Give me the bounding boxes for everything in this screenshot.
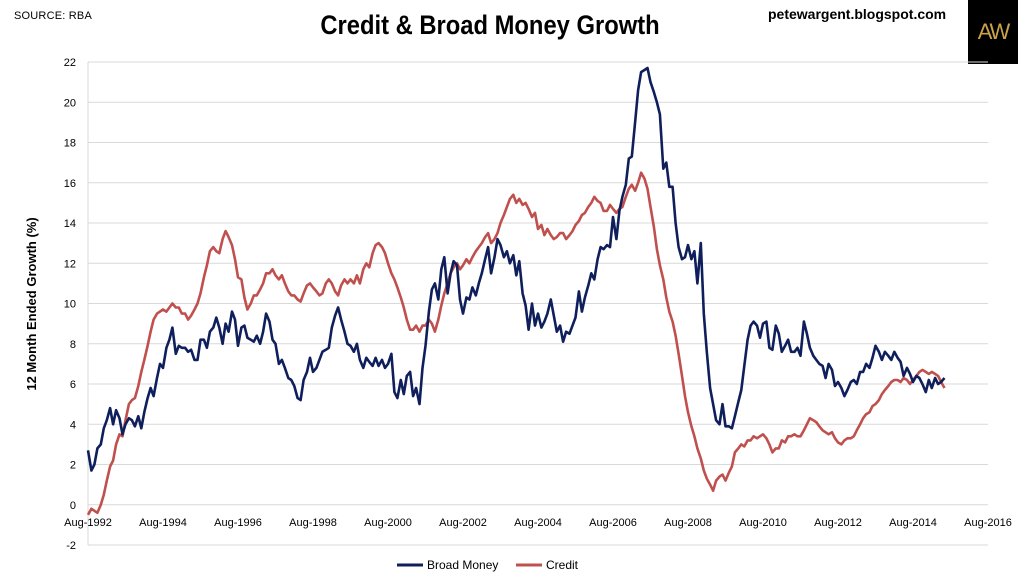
x-tick-label: Aug-2000 [364,517,412,529]
x-tick-label: Aug-1992 [64,517,112,529]
y-tick-label: 18 [64,138,76,150]
y-tick-label: 8 [70,339,76,351]
logo-text: AW [977,19,1011,44]
y-axis-label: 12 Month Ended Growth (%) [24,217,39,390]
y-tick-label: 4 [70,419,76,431]
y-tick-label: 16 [64,178,76,190]
y-tick-label: 0 [70,500,76,512]
x-tick-label: Aug-2008 [664,517,712,529]
y-tick-label: 22 [64,57,76,69]
y-tick-label: 2 [70,460,76,472]
x-tick-label: Aug-1996 [214,517,262,529]
series-lines [86,66,946,516]
legend: Broad Money Credit [397,558,579,572]
y-tick-label: 10 [64,299,76,311]
legend-label-broad-money: Broad Money [427,558,498,572]
y-tick-label: 20 [64,97,76,109]
x-tick-label: Aug-2004 [514,517,562,529]
blog-url[interactable]: petewargent.blogspot.com [768,6,947,22]
y-tick-label: 12 [64,258,76,270]
x-tick-label: Aug-2010 [739,517,787,529]
x-tick-labels: Aug-1992 Aug-1994 Aug-1996 Aug-1998 Aug-2000… [64,517,1012,529]
brand-logo: AW [968,0,1018,64]
x-tick-label: Aug-2002 [439,517,487,529]
series-line-credit [86,171,946,516]
x-tick-label: Aug-2014 [889,517,937,529]
y-tick-label: 14 [64,218,76,230]
y-tick-label: 6 [70,379,76,391]
legend-label-credit: Credit [546,558,579,572]
x-tick-label: Aug-2012 [814,517,862,529]
gridlines [87,61,988,546]
x-tick-label: Aug-2016 [964,517,1012,529]
y-tick-labels: -2 0 2 4 6 8 10 12 14 16 18 20 22 [64,57,76,552]
chart-title: Credit & Broad Money Growth [320,10,660,40]
source-note: SOURCE: RBA [14,10,92,22]
x-tick-label: Aug-2006 [589,517,637,529]
x-tick-label: Aug-1998 [289,517,337,529]
y-tick-label: -2 [66,540,76,552]
series-line-broad-money [86,66,946,472]
x-tick-label: Aug-1994 [139,517,187,529]
